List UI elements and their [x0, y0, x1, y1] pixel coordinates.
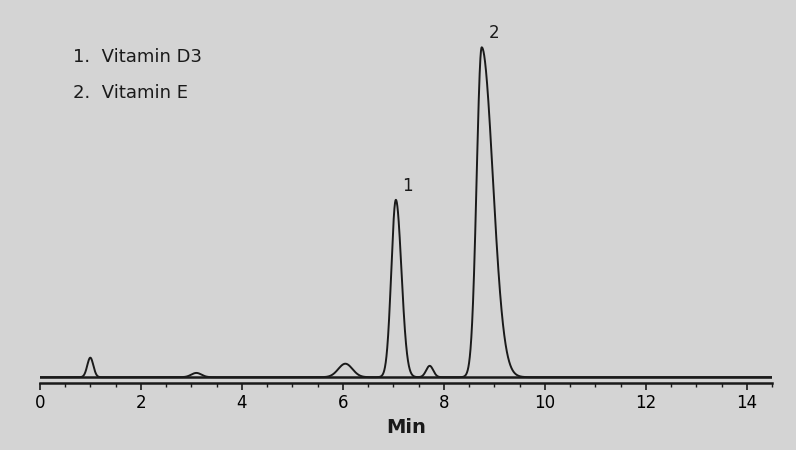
Text: 2.  Vitamin E: 2. Vitamin E — [72, 84, 188, 102]
Text: 1: 1 — [403, 176, 413, 194]
Text: 1.  Vitamin D3: 1. Vitamin D3 — [72, 48, 201, 66]
Text: 2: 2 — [488, 24, 499, 42]
X-axis label: Min: Min — [386, 418, 426, 437]
